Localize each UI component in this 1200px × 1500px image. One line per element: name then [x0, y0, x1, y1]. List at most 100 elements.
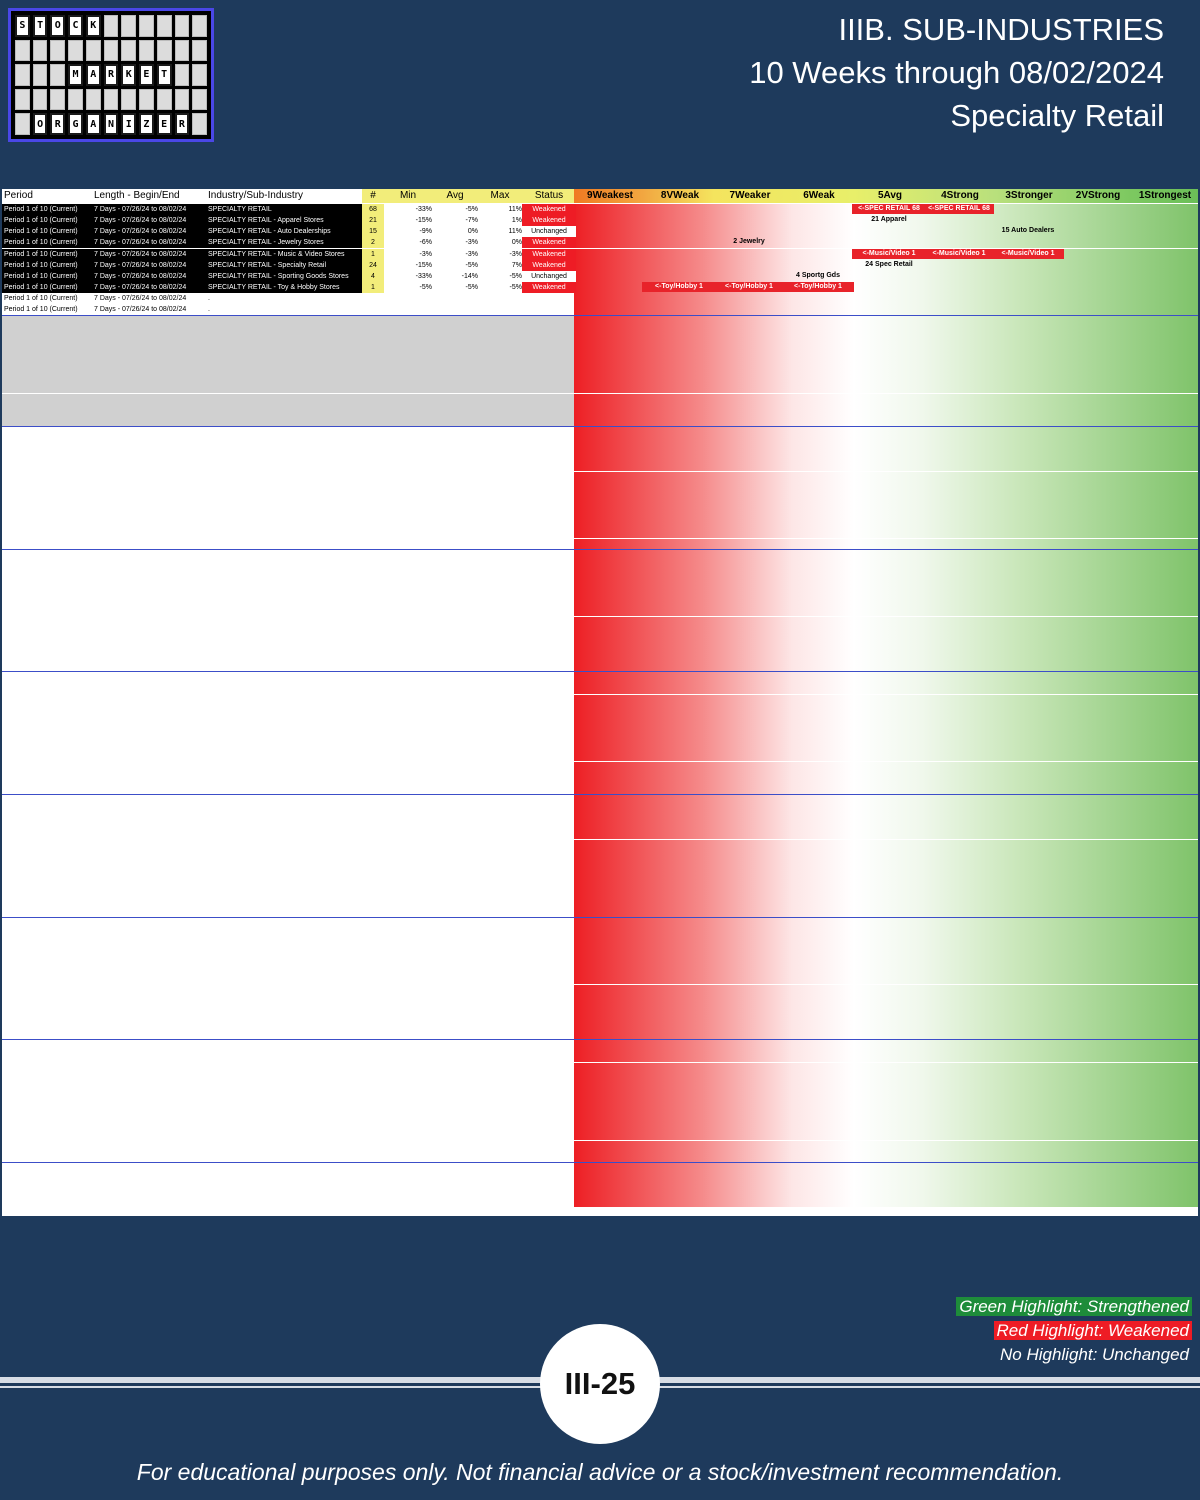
cell-n: 24: [362, 259, 384, 271]
table-row: [2, 449, 1198, 461]
row-label-area: [2, 415, 574, 427]
table-row: Period 1 of 10 (Current) 7 Days - 07/26/2…: [2, 237, 1198, 249]
logo-cell: [192, 39, 207, 62]
table-row: [2, 1185, 1198, 1197]
row-label-area: [2, 638, 574, 650]
table-row: [2, 817, 1198, 829]
cell-l: 7 Days - 07/26/24 to 08/02/24: [94, 295, 187, 303]
logo-cell: [156, 15, 172, 37]
table-row: Period 1 of 10 (Current) 7 Days - 07/26/2…: [2, 304, 1198, 316]
table-row: [2, 571, 1198, 583]
table-row: [2, 482, 1198, 494]
logo-cell: [68, 88, 83, 111]
table-row: [2, 1174, 1198, 1186]
logo-cell: [121, 15, 137, 37]
logo-cell: [68, 39, 83, 62]
row-label-area: [2, 204, 574, 215]
cell-s: Weakened: [522, 204, 576, 215]
table-row: [2, 371, 1198, 383]
group-separator: [2, 1039, 1198, 1041]
cell-mn: -6%: [384, 237, 432, 249]
row-label-area: [2, 571, 574, 583]
group-separator: [2, 426, 1198, 427]
logo-cell: R: [50, 113, 66, 135]
logo-cell: [192, 88, 207, 111]
table-row: [2, 348, 1198, 360]
cell-l: 7 Days - 07/26/24 to 08/02/24: [94, 261, 187, 269]
table-row: [2, 415, 1198, 427]
table-row: [2, 873, 1198, 884]
table-row: [2, 850, 1198, 862]
cell-mn: -3%: [384, 248, 432, 260]
table-row: [2, 393, 1198, 405]
logo-cell: R: [174, 113, 190, 135]
cell-n: 21: [362, 215, 384, 227]
cell-i: SPECIALTY RETAIL - Apparel Stores: [208, 217, 324, 225]
column-header: 4Strong: [941, 190, 979, 201]
cell-mn: -5%: [384, 282, 432, 294]
row-label-area: [2, 215, 574, 227]
cell-n: [362, 293, 384, 304]
row-label-area: [2, 248, 574, 260]
row-label-area: [2, 605, 574, 617]
row-label-area: [2, 460, 574, 472]
table-row: [2, 884, 1198, 896]
column-header: Max: [490, 190, 510, 201]
table-row: [2, 594, 1198, 606]
logo-cell: [156, 39, 172, 62]
logo-cell: G: [68, 113, 83, 135]
cell-l: 7 Days - 07/26/24 to 08/02/24: [94, 284, 187, 292]
sub-industry-strength-table: Period Length - Begin/End Industry/Sub-Ind…: [2, 189, 1198, 1216]
logo-cell: [50, 88, 66, 111]
logo-cell: [174, 15, 190, 37]
logo-cell: C: [68, 15, 83, 37]
table-row: [2, 1196, 1198, 1208]
row-label-area: [2, 705, 574, 717]
table-row: Period 1 of 10 (Current) 7 Days - 07/26/2…: [2, 282, 1198, 294]
row-label-area: [2, 661, 574, 673]
cell-mn: -9%: [384, 226, 432, 238]
table-row: [2, 1118, 1198, 1130]
logo-cell: [156, 88, 172, 111]
row-label-area: [2, 360, 574, 372]
table-row: [2, 917, 1198, 929]
row-label-area: [2, 337, 574, 349]
cell-mx: -5%: [478, 282, 522, 294]
logo-cell: A: [85, 64, 101, 86]
cell-i: SPECIALTY RETAIL - Auto Dealerships: [208, 228, 331, 236]
cell-p: Period 1 of 10 (Current): [4, 284, 78, 292]
logo-cell: [15, 113, 30, 135]
row-label-area: [2, 873, 574, 884]
row-label-area: [2, 672, 574, 684]
row-label-area: [2, 1118, 574, 1130]
row-label-area: [2, 516, 574, 528]
highlight-legend: Green Highlight: Strengthened Red Highli…: [956, 1297, 1192, 1369]
logo-cell: [139, 88, 154, 111]
cell-n: 15: [362, 226, 384, 238]
row-label-area: [2, 1040, 574, 1052]
row-label-area: [2, 560, 574, 572]
row-label-area: [2, 1162, 574, 1174]
row-label-area: [2, 817, 574, 829]
table-row: [2, 694, 1198, 706]
table-row: [2, 1129, 1198, 1141]
logo-cell: [103, 39, 119, 62]
table-row: [2, 906, 1198, 918]
row-label-area: [2, 884, 574, 896]
rank-pill: <-Music/Video 1: [924, 248, 994, 259]
table-row: [2, 337, 1198, 349]
table-row: [2, 1051, 1198, 1063]
rank-pill: <-SPEC RETAIL 68: [852, 204, 926, 214]
cell-i: SPECIALTY RETAIL - Specialty Retail: [208, 261, 327, 269]
logo-cell: O: [50, 15, 66, 37]
cell-av: -5%: [432, 282, 478, 294]
logo-cell: K: [85, 15, 101, 37]
row-label-area: [2, 1051, 574, 1063]
cell-l: 7 Days - 07/26/24 to 08/02/24: [94, 228, 187, 236]
table-row: [2, 839, 1198, 851]
column-header: 8VWeak: [660, 190, 700, 201]
table-row: [2, 315, 1198, 327]
row-label-area: [2, 482, 574, 494]
row-label-area: [2, 382, 574, 394]
